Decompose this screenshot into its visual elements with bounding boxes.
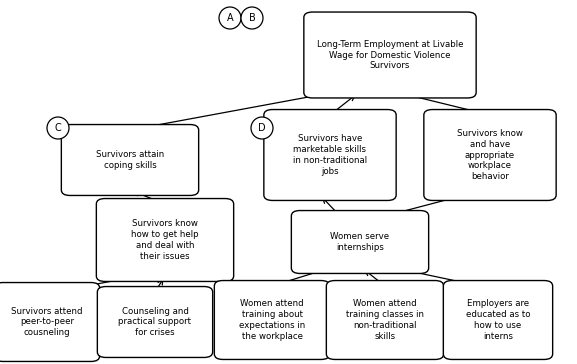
Text: Survivors attend
peer-to-peer
cousneling: Survivors attend peer-to-peer cousneling (11, 307, 83, 337)
Ellipse shape (47, 117, 69, 139)
FancyBboxPatch shape (98, 286, 213, 357)
Text: Women attend
training about
expectations in
the workplace: Women attend training about expectations… (239, 299, 305, 341)
FancyBboxPatch shape (96, 198, 234, 281)
FancyBboxPatch shape (327, 281, 444, 360)
FancyBboxPatch shape (61, 124, 198, 195)
Text: B: B (249, 13, 256, 23)
Ellipse shape (251, 117, 273, 139)
FancyBboxPatch shape (214, 281, 329, 360)
FancyBboxPatch shape (0, 282, 100, 361)
Text: Survivors know
and have
appropriate
workplace
behavior: Survivors know and have appropriate work… (457, 129, 523, 181)
Text: Survivors know
how to get help
and deal with
their issues: Survivors know how to get help and deal … (131, 219, 199, 261)
FancyBboxPatch shape (443, 281, 553, 360)
Ellipse shape (241, 7, 263, 29)
FancyBboxPatch shape (291, 210, 429, 273)
Text: Women attend
training classes in
non-traditional
skills: Women attend training classes in non-tra… (346, 299, 424, 341)
Text: Women serve
internships: Women serve internships (331, 232, 389, 252)
Text: Employers are
educated as to
how to use
interns: Employers are educated as to how to use … (466, 299, 530, 341)
Text: Survivors have
marketable skills
in non-traditional
jobs: Survivors have marketable skills in non-… (293, 134, 367, 175)
FancyBboxPatch shape (424, 110, 556, 201)
Ellipse shape (219, 7, 241, 29)
Text: C: C (55, 123, 61, 133)
Text: Long-Term Employment at Livable
Wage for Domestic Violence
Survivors: Long-Term Employment at Livable Wage for… (317, 40, 463, 70)
Text: Counseling and
practical support
for crises: Counseling and practical support for cri… (118, 307, 192, 337)
Text: D: D (258, 123, 266, 133)
FancyBboxPatch shape (304, 12, 476, 98)
Text: Survivors attain
coping skills: Survivors attain coping skills (96, 150, 164, 170)
Text: A: A (227, 13, 233, 23)
FancyBboxPatch shape (264, 110, 396, 201)
